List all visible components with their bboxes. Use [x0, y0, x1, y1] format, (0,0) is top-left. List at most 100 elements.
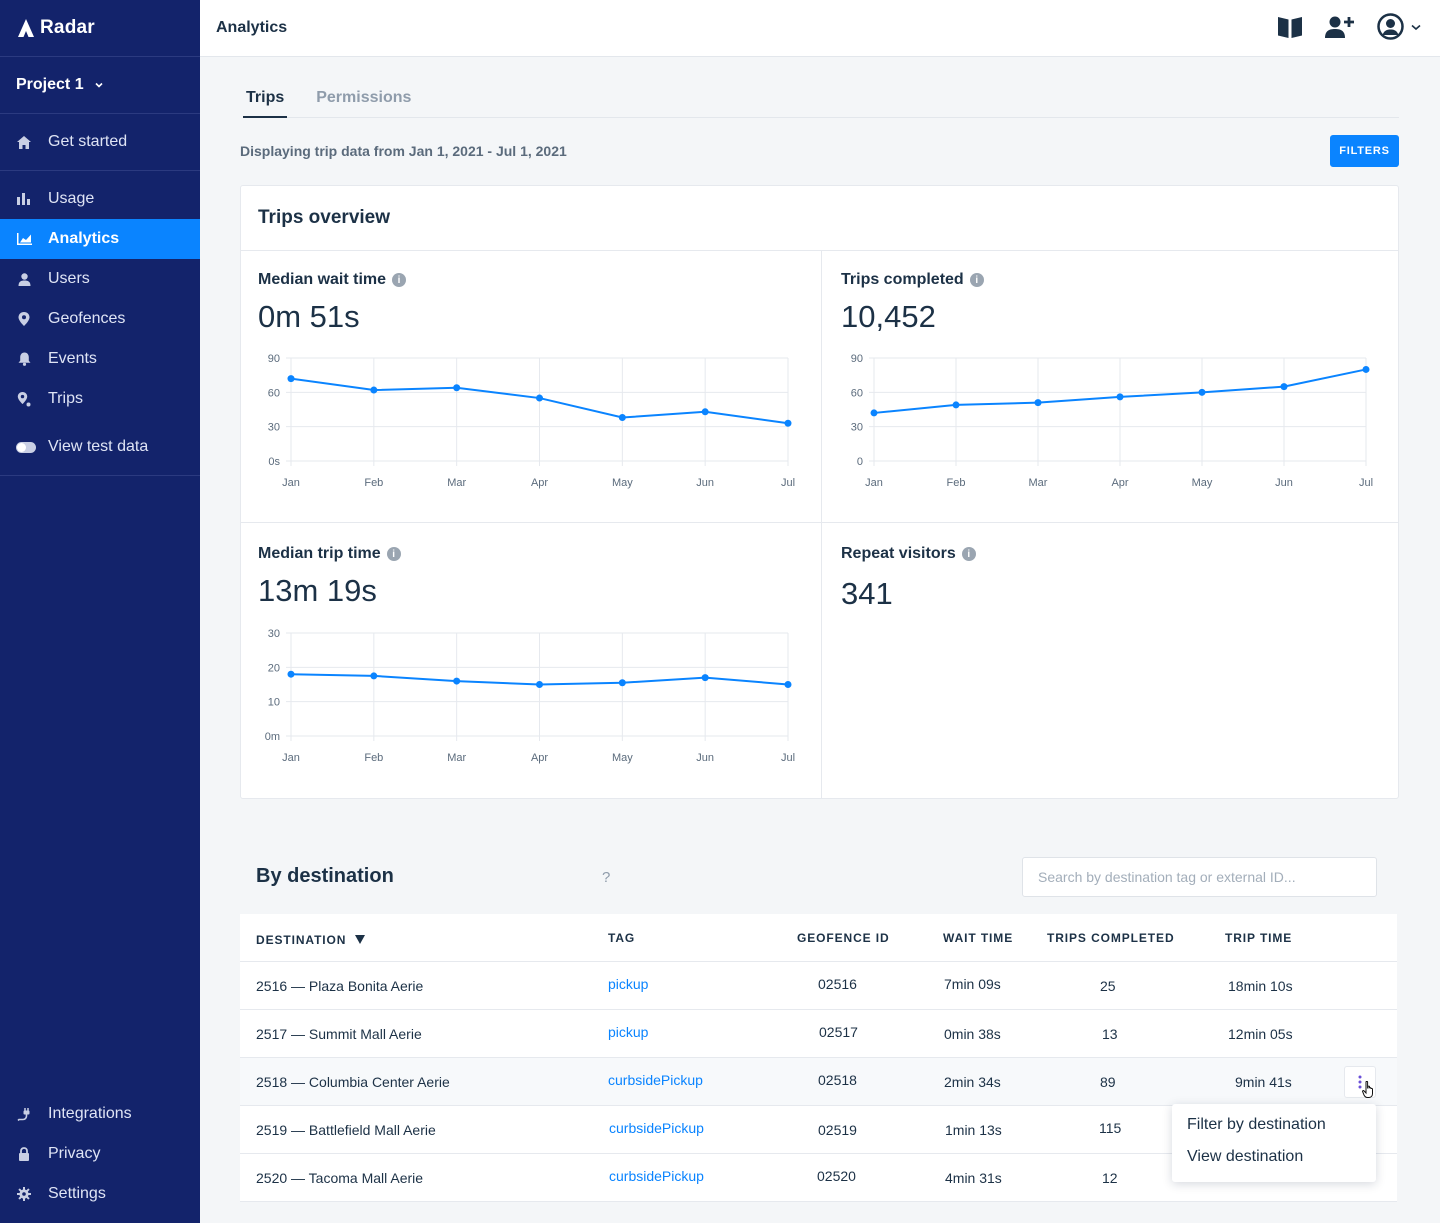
nav-group-top: Get started	[0, 114, 200, 171]
table-row[interactable]: 2520 — Tacoma Mall Aerie curbsidePickup …	[240, 1154, 1397, 1202]
nav-group-bottom: Integrations Privacy Settings	[0, 1094, 200, 1214]
sidebar-item-events[interactable]: Events	[0, 339, 200, 379]
data-point	[453, 677, 461, 685]
filters-button[interactable]: FILTERS	[1330, 135, 1399, 167]
toggle-label: View test data	[48, 438, 149, 455]
column-header-destination[interactable]: DESTINATION	[256, 933, 365, 947]
table-row[interactable]: 2516 — Plaza Bonita Aerie pickup 02516 7…	[240, 962, 1397, 1010]
sidebar-item-usage[interactable]: Usage	[0, 179, 200, 219]
main-content: Trips Permissions Displaying trip data f…	[200, 57, 1440, 1223]
sidebar-item-geofences[interactable]: Geofences	[0, 299, 200, 339]
add-user-icon[interactable]	[1325, 15, 1355, 39]
project-selector[interactable]: Project 1	[0, 57, 200, 114]
cell-trips-completed: 12	[1102, 1170, 1118, 1186]
cell-trip-time: 9min 41s	[1235, 1074, 1292, 1090]
cell-trip-time: 12min 05s	[1228, 1026, 1293, 1042]
metric-value: 13m 19s	[258, 573, 377, 608]
cell-geofence-id: 02518	[818, 1072, 857, 1088]
sidebar-item-privacy[interactable]: Privacy	[0, 1134, 200, 1174]
trips-overview-card: Trips overview Median wait time i 0m 51s …	[240, 185, 1399, 799]
column-header-wait-time[interactable]: WAIT TIME	[943, 931, 1014, 945]
account-menu[interactable]	[1377, 13, 1422, 40]
metric-trips-completed: Trips completed i 10,452	[841, 271, 984, 335]
x-tick-label: Jan	[282, 752, 300, 764]
data-point	[701, 408, 709, 416]
column-header-tag[interactable]: TAG	[608, 931, 636, 945]
toggle-icon	[16, 439, 36, 455]
info-icon[interactable]: i	[386, 547, 401, 561]
y-tick-label: 30	[268, 628, 280, 640]
x-tick-label: May	[1192, 477, 1213, 489]
view-test-data-toggle[interactable]: View test data	[0, 427, 200, 467]
data-point	[952, 401, 960, 409]
cell-geofence-id: 02517	[819, 1024, 858, 1040]
sidebar-item-analytics[interactable]: Analytics	[0, 219, 200, 259]
user-icon	[16, 271, 32, 287]
brand-name: Radar	[40, 17, 95, 38]
page-title: Analytics	[216, 19, 288, 36]
sidebar-item-trips[interactable]: Trips	[0, 379, 200, 419]
data-point	[618, 679, 626, 687]
x-tick-label: Mar	[447, 477, 466, 489]
trips-completed-chart: 0 30 60 90 Jan Feb Mar Apr May Jun Jul	[851, 353, 1373, 489]
median-wait-time-chart: 0s 30 60 90 Jan Feb Mar Apr May Jun Jul	[268, 353, 795, 489]
info-icon[interactable]: i	[969, 273, 984, 287]
y-tick-label: 90	[268, 353, 280, 365]
y-tick-label: 20	[268, 662, 280, 674]
cell-tag[interactable]: curbsidePickup	[609, 1168, 704, 1184]
chevron-down-icon	[1411, 24, 1421, 30]
x-tick-label: Apr	[531, 752, 548, 764]
tab-permissions[interactable]: Permissions	[316, 89, 412, 106]
column-header-trip-time[interactable]: TRIP TIME	[1225, 931, 1293, 945]
destination-search-input[interactable]	[1022, 857, 1377, 897]
x-tick-label: Jul	[781, 477, 795, 489]
data-point	[370, 386, 378, 394]
sidebar-item-get-started[interactable]: Get started	[0, 122, 200, 162]
menu-item-filter-by-destination[interactable]: Filter by destination	[1187, 1116, 1326, 1133]
sidebar-item-label: Usage	[48, 190, 95, 207]
cell-tag[interactable]: curbsidePickup	[609, 1120, 704, 1136]
tab-trips[interactable]: Trips	[243, 87, 288, 118]
cell-destination: 2518 — Columbia Center Aerie	[256, 1074, 450, 1090]
column-header-trips-completed[interactable]: TRIPS COMPLETED	[1047, 931, 1175, 945]
y-tick-label: 60	[268, 387, 280, 399]
row-actions-menu: Filter by destination View destination	[1172, 1104, 1376, 1182]
date-range-text: Displaying trip data from Jan 1, 2021 - …	[240, 143, 567, 159]
metric-median-trip-time: Median trip time i 13m 19s	[258, 545, 401, 609]
project-name: Project 1	[16, 76, 84, 93]
table-row[interactable]: 2518 — Columbia Center Aerie curbsidePic…	[240, 1058, 1397, 1106]
brand[interactable]: Radar	[0, 0, 200, 57]
docs-book-icon[interactable]	[1277, 15, 1303, 39]
sidebar-item-users[interactable]: Users	[0, 259, 200, 299]
x-tick-label: Mar	[447, 752, 466, 764]
table-row[interactable]: 2517 — Summit Mall Aerie pickup 02517 0m…	[240, 1010, 1397, 1058]
sidebar: Radar Project 1 Get started Usage Analyt…	[0, 0, 200, 1223]
x-tick-label: Feb	[947, 477, 966, 489]
row-actions-button[interactable]	[1344, 1066, 1376, 1098]
topbar-actions	[1255, 13, 1422, 40]
cell-geofence-id: 02519	[818, 1122, 857, 1138]
cell-tag[interactable]: pickup	[608, 1024, 649, 1040]
x-tick-label: Mar	[1029, 477, 1048, 489]
x-tick-label: Jan	[282, 477, 300, 489]
x-tick-label: Apr	[531, 477, 548, 489]
info-icon[interactable]: i	[392, 273, 407, 287]
table-row[interactable]: 2519 — Battlefield Mall Aerie curbsidePi…	[240, 1106, 1397, 1154]
x-tick-label: Apr	[1111, 477, 1128, 489]
column-header-geofence-id[interactable]: GEOFENCE ID	[797, 931, 890, 945]
help-icon[interactable]: ?	[602, 869, 611, 886]
overview-title: Trips overview	[241, 186, 1398, 251]
cell-tag[interactable]: pickup	[608, 976, 649, 992]
menu-item-view-destination[interactable]: View destination	[1187, 1148, 1304, 1165]
y-tick-label: 90	[851, 353, 863, 365]
trip-pin-icon	[16, 391, 32, 407]
cell-tag[interactable]: curbsidePickup	[608, 1072, 703, 1088]
data-point	[1362, 365, 1370, 373]
sidebar-item-integrations[interactable]: Integrations	[0, 1094, 200, 1134]
data-point	[287, 375, 295, 383]
info-icon[interactable]: i	[961, 547, 976, 561]
sidebar-item-settings[interactable]: Settings	[0, 1174, 200, 1214]
y-tick-label: 30	[851, 422, 863, 434]
cell-geofence-id: 02520	[817, 1168, 856, 1184]
y-tick-label: 30	[268, 422, 280, 434]
